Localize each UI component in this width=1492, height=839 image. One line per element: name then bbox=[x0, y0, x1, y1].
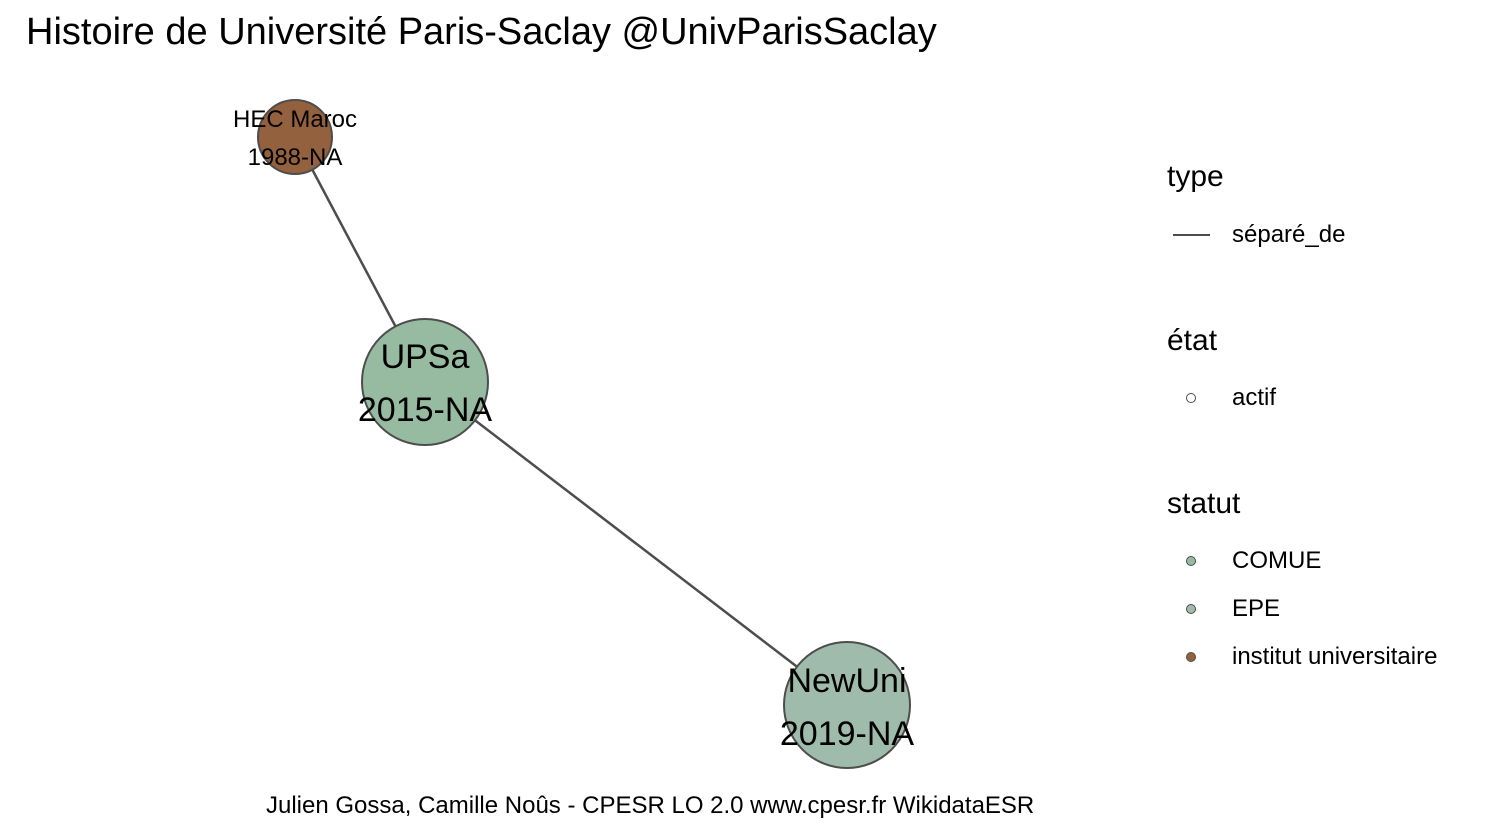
node-upsa-circle bbox=[361, 318, 489, 446]
legend-comue-key bbox=[1186, 556, 1196, 566]
chart-title: Histoire de Université Paris-Saclay @Uni… bbox=[26, 11, 937, 53]
network-graph: HEC Maroc 1988-NA UPSa 2015-NA NewUni 20… bbox=[233, 99, 914, 769]
nodes-layer bbox=[257, 99, 911, 769]
node-newuni-name: NewUni bbox=[787, 662, 906, 700]
legend-statut-item-comue: COMUE bbox=[1232, 547, 1322, 574]
node-hec-name: HEC Maroc bbox=[233, 106, 357, 133]
node-hec-years: 1988-NA bbox=[248, 144, 343, 171]
node-newuni-circle bbox=[783, 641, 911, 769]
legend-type-item-separe-de: séparé_de bbox=[1232, 221, 1346, 248]
legend-etat-item-actif: actif bbox=[1232, 384, 1277, 411]
labels-layer: HEC Maroc 1988-NA UPSa 2015-NA NewUni 20… bbox=[233, 106, 914, 753]
legend-institut-key bbox=[1186, 652, 1196, 662]
node-hec-circle bbox=[257, 99, 333, 175]
legend-statut-title: statut bbox=[1167, 487, 1241, 520]
legend-statut-item-institut: institut universitaire bbox=[1232, 643, 1438, 670]
legend-type-title: type bbox=[1167, 160, 1224, 193]
node-upsa-name: UPSa bbox=[381, 338, 470, 376]
legend-epe-key bbox=[1186, 604, 1196, 614]
edge-upsa-newuni bbox=[424, 381, 848, 706]
node-upsa-years: 2015-NA bbox=[358, 391, 493, 429]
legend-actif-key bbox=[1186, 393, 1196, 403]
node-newuni-years: 2019-NA bbox=[780, 715, 915, 753]
caption: Julien Gossa, Camille Noûs - CPESR LO 2.… bbox=[266, 792, 1035, 819]
legend-line-key bbox=[1173, 234, 1210, 236]
legend-etat-title: état bbox=[1167, 324, 1218, 357]
legend-statut-item-epe: EPE bbox=[1232, 595, 1281, 622]
